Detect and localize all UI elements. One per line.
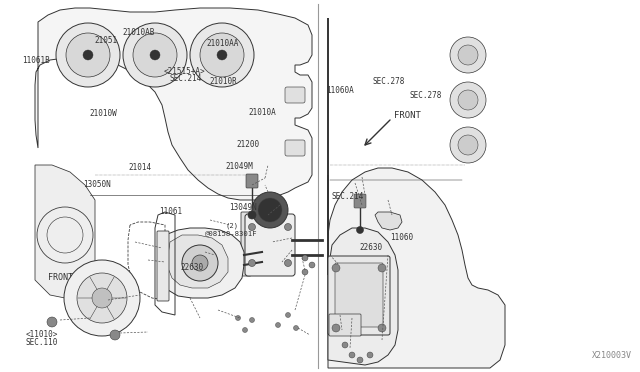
Circle shape xyxy=(458,45,478,65)
Circle shape xyxy=(285,224,291,231)
Circle shape xyxy=(110,330,120,340)
Circle shape xyxy=(285,260,291,266)
Text: 21010AA: 21010AA xyxy=(206,39,239,48)
Circle shape xyxy=(332,264,340,272)
Circle shape xyxy=(47,317,57,327)
Text: 21010W: 21010W xyxy=(90,109,117,118)
Circle shape xyxy=(252,192,288,228)
Circle shape xyxy=(342,342,348,348)
Circle shape xyxy=(77,273,127,323)
Text: 21010R: 21010R xyxy=(210,77,237,86)
FancyBboxPatch shape xyxy=(354,194,366,208)
Text: SEC.214: SEC.214 xyxy=(170,74,202,83)
Circle shape xyxy=(192,255,208,271)
Circle shape xyxy=(458,90,478,110)
Text: 22630: 22630 xyxy=(360,243,383,252)
Circle shape xyxy=(236,315,241,321)
Text: SEC.110: SEC.110 xyxy=(26,338,58,347)
Text: <11010>: <11010> xyxy=(26,330,58,339)
Circle shape xyxy=(217,50,227,60)
Polygon shape xyxy=(328,18,505,368)
FancyBboxPatch shape xyxy=(285,140,305,156)
Circle shape xyxy=(250,317,255,323)
Text: SEC.214: SEC.214 xyxy=(332,192,364,201)
Polygon shape xyxy=(35,8,312,200)
Text: (2): (2) xyxy=(225,223,239,230)
Circle shape xyxy=(450,37,486,73)
FancyBboxPatch shape xyxy=(285,87,305,103)
Text: FRONT: FRONT xyxy=(48,273,73,282)
Circle shape xyxy=(83,50,93,60)
FancyBboxPatch shape xyxy=(328,256,390,335)
Circle shape xyxy=(378,264,386,272)
Text: 13050N: 13050N xyxy=(83,180,111,189)
Circle shape xyxy=(200,33,244,77)
Circle shape xyxy=(56,23,120,87)
Text: 21051: 21051 xyxy=(95,36,118,45)
Circle shape xyxy=(275,323,280,327)
Circle shape xyxy=(258,198,282,222)
Circle shape xyxy=(123,23,187,87)
Text: <21515+A>: <21515+A> xyxy=(164,67,205,76)
Circle shape xyxy=(294,326,298,330)
Text: @08158-8301F: @08158-8301F xyxy=(205,231,257,237)
Circle shape xyxy=(248,224,255,231)
FancyBboxPatch shape xyxy=(157,231,169,301)
Circle shape xyxy=(378,324,386,332)
Circle shape xyxy=(64,260,140,336)
Circle shape xyxy=(66,33,110,77)
Text: SEC.278: SEC.278 xyxy=(372,77,405,86)
FancyBboxPatch shape xyxy=(329,314,361,336)
Polygon shape xyxy=(328,175,398,365)
Text: 11060A: 11060A xyxy=(326,86,354,94)
Circle shape xyxy=(450,82,486,118)
Polygon shape xyxy=(35,165,95,298)
Circle shape xyxy=(349,352,355,358)
Circle shape xyxy=(302,255,308,261)
Circle shape xyxy=(367,352,373,358)
Polygon shape xyxy=(168,235,228,288)
Text: 11060: 11060 xyxy=(390,233,413,242)
Circle shape xyxy=(190,23,254,87)
Polygon shape xyxy=(160,228,244,298)
Text: 22630: 22630 xyxy=(180,263,204,272)
Circle shape xyxy=(248,211,256,219)
Text: 21049M: 21049M xyxy=(225,162,253,171)
Circle shape xyxy=(309,262,315,268)
Text: 21200: 21200 xyxy=(237,140,260,149)
Circle shape xyxy=(302,269,308,275)
FancyBboxPatch shape xyxy=(245,214,295,276)
Circle shape xyxy=(182,245,218,281)
Text: FRONT: FRONT xyxy=(394,110,421,119)
Circle shape xyxy=(285,312,291,317)
FancyBboxPatch shape xyxy=(335,263,383,327)
Circle shape xyxy=(332,324,340,332)
Text: SEC.278: SEC.278 xyxy=(410,92,442,100)
Text: 21014: 21014 xyxy=(128,163,151,172)
Circle shape xyxy=(150,50,160,60)
Text: 21010A: 21010A xyxy=(248,108,276,117)
Text: 11061B: 11061B xyxy=(22,56,50,65)
Text: 21010AB: 21010AB xyxy=(123,28,156,37)
Circle shape xyxy=(243,327,248,333)
Text: 13049N: 13049N xyxy=(229,203,257,212)
FancyBboxPatch shape xyxy=(246,174,258,188)
Circle shape xyxy=(133,33,177,77)
Circle shape xyxy=(450,127,486,163)
Text: X210003V: X210003V xyxy=(592,351,632,360)
Circle shape xyxy=(92,288,112,308)
Circle shape xyxy=(458,135,478,155)
FancyBboxPatch shape xyxy=(241,212,251,276)
Circle shape xyxy=(357,357,363,363)
Text: 11061: 11061 xyxy=(159,207,182,216)
Circle shape xyxy=(356,227,364,234)
Polygon shape xyxy=(375,212,402,230)
Circle shape xyxy=(248,260,255,266)
